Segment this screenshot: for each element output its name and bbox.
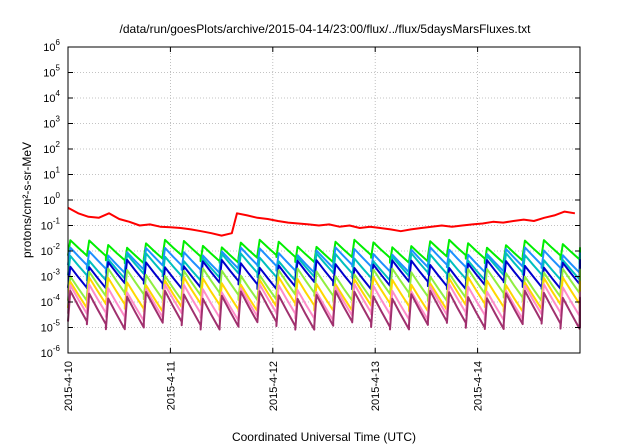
x-tick-label: 2015-4-12 bbox=[268, 361, 280, 411]
y-tick-label: 10-1 bbox=[41, 217, 61, 233]
y-tick-label: 104 bbox=[43, 89, 60, 105]
series-line bbox=[67, 267, 581, 302]
y-tick-label: 102 bbox=[43, 140, 60, 156]
y-tick-label: 10-2 bbox=[41, 242, 61, 258]
series-layer bbox=[67, 206, 581, 331]
y-tick-label: 10-4 bbox=[41, 293, 61, 309]
y-tick-label: 10-3 bbox=[41, 268, 61, 284]
x-axis-title: Coordinated Universal Time (UTC) bbox=[232, 430, 416, 444]
x-tick-label: 2015-4-14 bbox=[473, 361, 485, 411]
y-axis-title: protons/cm²-s-sr-MeV bbox=[20, 142, 34, 258]
y-tick-label: 10-6 bbox=[41, 344, 61, 360]
chart-title: /data/run/goesPlots/archive/2015-04-14/2… bbox=[120, 22, 532, 36]
series-line bbox=[67, 206, 576, 237]
series-line bbox=[67, 258, 581, 291]
y-tick-label: 100 bbox=[43, 191, 60, 207]
x-tick-label: 2015-4-11 bbox=[165, 361, 177, 410]
y-tick-label: 101 bbox=[43, 166, 60, 182]
y-axis: 10-6 10-5 10-4 10-3 10-2 10-1 100 101 102 103 104 1… bbox=[41, 38, 580, 360]
y-tick-label: 10-5 bbox=[41, 319, 61, 335]
x-tick-label: 2015-4-10 bbox=[63, 361, 75, 411]
y-tick-label: 103 bbox=[43, 115, 60, 131]
y-tick-label: 106 bbox=[43, 38, 60, 54]
y-tick-label: 105 bbox=[43, 64, 60, 80]
series-line bbox=[67, 289, 581, 331]
x-tick-label: 2015-4-13 bbox=[370, 361, 382, 411]
x-axis: 2015-4-10 2015-4-11 2015-4-12 2015-4-13 2015… bbox=[63, 47, 485, 411]
